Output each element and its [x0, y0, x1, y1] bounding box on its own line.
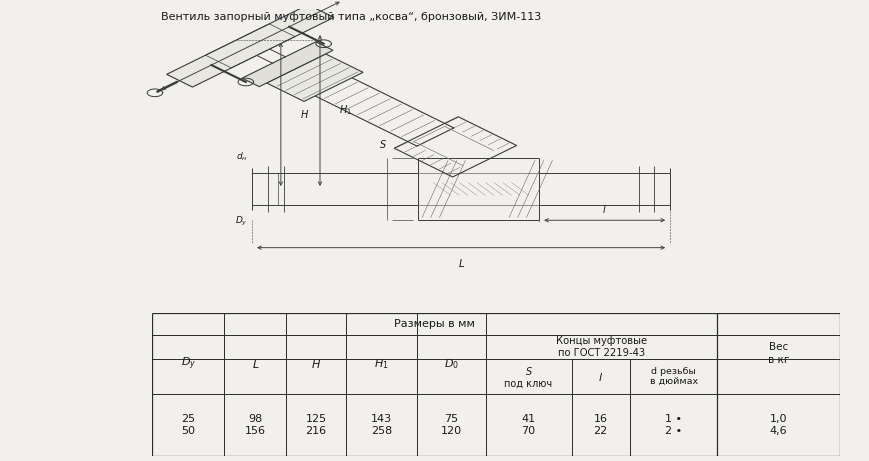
Text: $S$
под ключ: $S$ под ключ [504, 365, 552, 388]
Text: 1,0
4,6: 1,0 4,6 [769, 414, 786, 437]
Text: Вес
в кг: Вес в кг [766, 343, 788, 365]
Text: 41
70: 41 70 [521, 414, 535, 437]
Text: $D_y$: $D_y$ [181, 356, 196, 372]
Text: $D_у$: $D_у$ [235, 215, 248, 228]
Text: $S$: $S$ [378, 138, 387, 150]
Polygon shape [266, 54, 362, 101]
Text: 125
216: 125 216 [305, 414, 327, 437]
Text: Размеры в мм: Размеры в мм [394, 319, 474, 329]
Text: Вентиль запорный муфтовый типа „косва“, бронзовый, ЗИМ-113: Вентиль запорный муфтовый типа „косва“, … [161, 12, 541, 22]
Text: Концы муфтовые
по ГОСТ 2219-43: Концы муфтовые по ГОСТ 2219-43 [555, 336, 647, 358]
Text: 25
50: 25 50 [181, 414, 196, 437]
Text: $H$: $H$ [300, 108, 308, 120]
Text: $D_0$: $D_0$ [443, 357, 458, 371]
Text: 98
156: 98 156 [244, 414, 266, 437]
Text: 16
22: 16 22 [593, 414, 607, 437]
Polygon shape [242, 42, 333, 87]
Text: $d_н$: $d_н$ [236, 151, 248, 163]
Text: $H_1$: $H_1$ [374, 357, 388, 371]
Text: 1 •
2 •: 1 • 2 • [664, 414, 681, 437]
Text: $L$: $L$ [251, 358, 259, 370]
Text: $l$: $l$ [601, 203, 607, 215]
Text: 143
258: 143 258 [370, 414, 392, 437]
Polygon shape [166, 5, 334, 87]
Text: $L$: $L$ [457, 257, 464, 269]
Text: $H$: $H$ [311, 358, 321, 370]
Text: $l$: $l$ [598, 371, 602, 383]
Text: $H_1$: $H_1$ [339, 104, 352, 118]
Text: d резьбы
в дюймах: d резьбы в дюймах [649, 367, 697, 386]
Text: 75
120: 75 120 [441, 414, 461, 437]
